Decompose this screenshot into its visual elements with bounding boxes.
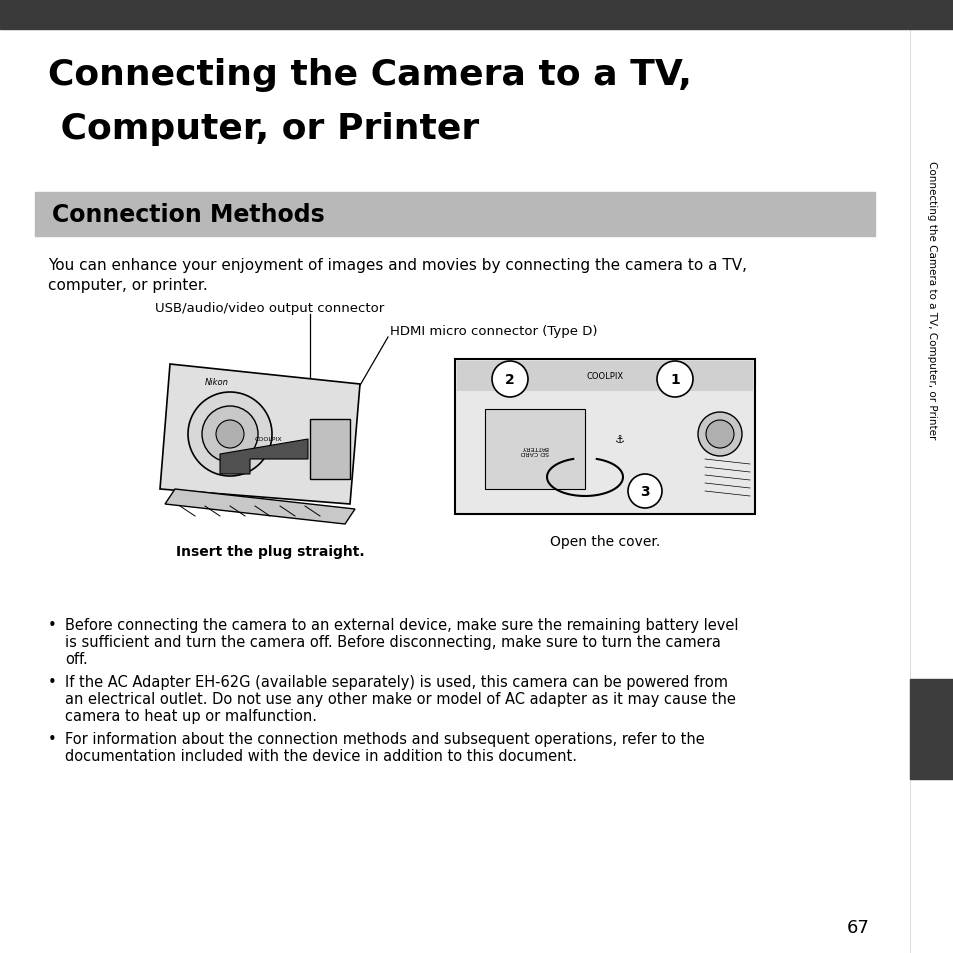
Text: 67: 67: [846, 918, 869, 936]
Circle shape: [705, 420, 733, 449]
Text: Computer, or Printer: Computer, or Printer: [48, 112, 478, 146]
Text: ⚓: ⚓: [615, 435, 624, 444]
Polygon shape: [220, 439, 308, 475]
Text: Connecting the Camera to a TV, Computer, or Printer: Connecting the Camera to a TV, Computer,…: [926, 161, 936, 438]
Circle shape: [215, 420, 244, 449]
Text: 1: 1: [669, 373, 679, 387]
Text: Connection Methods: Connection Methods: [52, 203, 324, 227]
Circle shape: [657, 361, 692, 397]
Polygon shape: [165, 490, 355, 524]
Text: HDMI micro connector (Type D): HDMI micro connector (Type D): [390, 325, 597, 337]
Text: camera to heat up or malfunction.: camera to heat up or malfunction.: [65, 708, 316, 723]
Text: off.: off.: [65, 651, 88, 666]
Bar: [35, 193, 874, 236]
Bar: [456, 361, 752, 392]
Text: •: •: [48, 618, 56, 633]
Text: You can enhance your enjoyment of images and movies by connecting the camera to : You can enhance your enjoyment of images…: [48, 257, 746, 273]
Circle shape: [202, 407, 257, 462]
Text: Nikon: Nikon: [205, 378, 229, 387]
Bar: [455, 359, 754, 515]
Circle shape: [188, 393, 272, 476]
Circle shape: [698, 413, 741, 456]
Text: Open the cover.: Open the cover.: [549, 535, 659, 548]
Text: •: •: [48, 675, 56, 689]
Text: USB/audio/video output connector: USB/audio/video output connector: [155, 302, 384, 314]
Text: COOLPIX: COOLPIX: [586, 372, 623, 381]
Text: Insert the plug straight.: Insert the plug straight.: [175, 544, 364, 558]
Text: 3: 3: [639, 484, 649, 498]
Circle shape: [492, 361, 527, 397]
Bar: [909, 679, 953, 780]
Circle shape: [627, 475, 661, 509]
Polygon shape: [160, 365, 359, 504]
Text: •: •: [48, 731, 56, 746]
Text: documentation included with the device in addition to this document.: documentation included with the device i…: [65, 748, 577, 763]
Text: If the AC Adapter EH-62G (available separately) is used, this camera can be powe: If the AC Adapter EH-62G (available sepa…: [65, 675, 727, 689]
Text: computer, or printer.: computer, or printer.: [48, 277, 208, 293]
Bar: [484, 410, 584, 490]
Bar: [0, 0, 953, 30]
Text: Connecting the Camera to a TV,: Connecting the Camera to a TV,: [48, 58, 691, 91]
Text: 2: 2: [504, 373, 515, 387]
Text: is sufficient and turn the camera off. Before disconnecting, make sure to turn t: is sufficient and turn the camera off. B…: [65, 635, 720, 649]
Text: SD CARD
BATTERY: SD CARD BATTERY: [520, 444, 549, 455]
Text: COOLPIX: COOLPIX: [254, 437, 282, 442]
Text: Before connecting the camera to an external device, make sure the remaining batt: Before connecting the camera to an exter…: [65, 618, 738, 633]
Text: For information about the connection methods and subsequent operations, refer to: For information about the connection met…: [65, 731, 704, 746]
Bar: [310, 419, 350, 479]
Text: an electrical outlet. Do not use any other make or model of AC adapter as it may: an electrical outlet. Do not use any oth…: [65, 691, 735, 706]
